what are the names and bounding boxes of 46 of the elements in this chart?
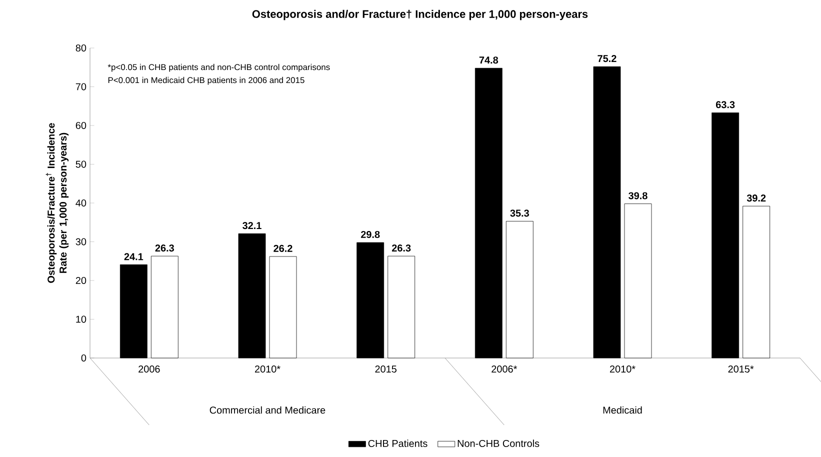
y-tick-label: 20 (76, 276, 86, 284)
chart-title: Osteoporosis and/or Fracture† Incidence per 1,000 person-years (252, 10, 588, 20)
bar (238, 233, 266, 358)
x-tick-label: 2006* (492, 366, 518, 373)
data-label: 74.8 (479, 56, 498, 64)
data-label: 35.3 (510, 210, 530, 217)
bar (742, 206, 770, 358)
x-tick-label: 2015 (375, 366, 396, 373)
y-tick-label: 50 (76, 160, 86, 168)
bar (712, 112, 740, 358)
x-tick-label: 2015* (728, 366, 754, 373)
text: Medicaid (603, 406, 642, 414)
y-tick-label: 0 (81, 354, 86, 362)
data-label: 29.8 (360, 230, 380, 238)
data-label: 26.2 (274, 244, 292, 252)
bar (269, 256, 297, 358)
bar (120, 264, 148, 358)
data-label: 39.8 (628, 192, 648, 200)
bar (150, 256, 178, 358)
data-label: 63.3 (716, 101, 735, 108)
y-tick-label: 80 (76, 44, 86, 52)
bar (624, 204, 652, 358)
y-tick-label: 10 (76, 316, 86, 323)
y-tick-label: 40 (76, 199, 86, 207)
y-tick-label: 60 (76, 122, 86, 130)
data-label: 75.2 (598, 55, 616, 62)
bar (506, 221, 534, 358)
bar (593, 66, 621, 358)
data-label: 39.2 (746, 194, 766, 202)
text: Commercial and Medicare (210, 406, 326, 414)
data-label: 24.1 (124, 253, 144, 260)
x-tick-label: 2010* (610, 366, 636, 373)
legend-label: CHB Patients (368, 440, 428, 447)
data-label: 26.3 (155, 244, 174, 252)
bar (388, 256, 416, 358)
y-tick-label: 70 (76, 83, 86, 90)
bar (356, 242, 384, 358)
annotation: *p<0.05 in CHB patients and non-CHB control comparisons (108, 64, 330, 72)
y-tick-label: 30 (76, 238, 86, 246)
x-tick-label: 2006 (138, 366, 160, 373)
annotation: P<0.001 in Medicaid CHB patients in 2006 and 2015 (108, 76, 304, 85)
bar (474, 68, 502, 358)
legend-label: Non-CHB Controls (458, 440, 540, 447)
data-label: 32.1 (242, 222, 262, 230)
data-label: 26.3 (392, 244, 411, 252)
x-tick-label: 2010* (254, 366, 280, 373)
